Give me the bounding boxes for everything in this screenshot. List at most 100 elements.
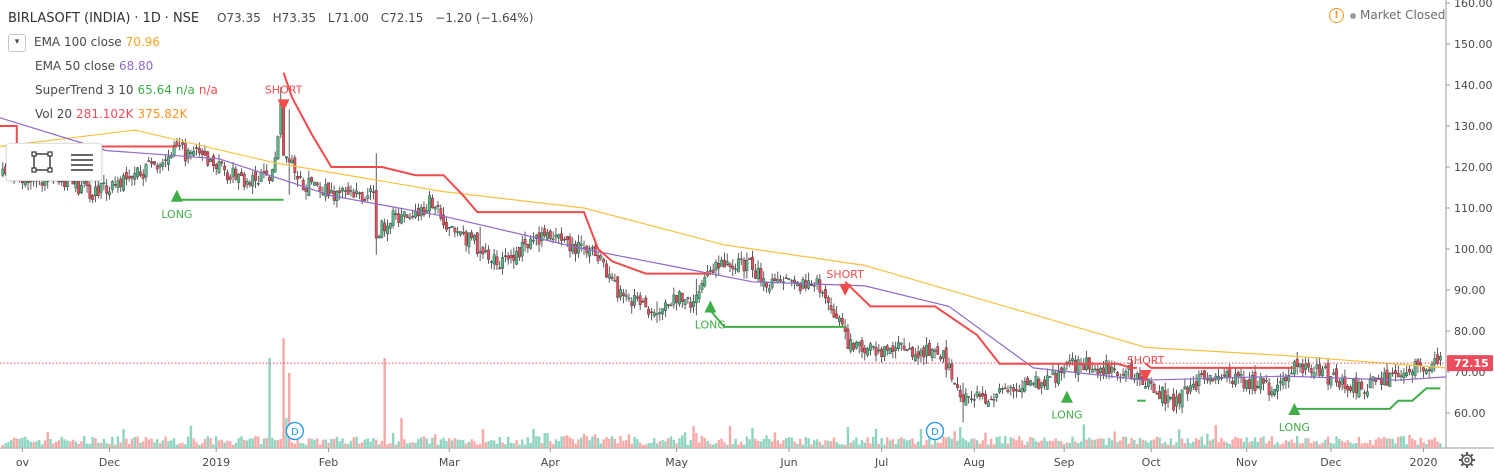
candle-body xyxy=(74,180,78,189)
legend-supertrend-row[interactable]: SuperTrend 3 10 65.64 n/a n/a xyxy=(8,78,533,102)
volume-bar xyxy=(947,436,951,448)
candle-body xyxy=(596,254,600,261)
candle-body xyxy=(141,174,145,179)
candle-body xyxy=(383,222,387,232)
collapse-icon[interactable]: ▾ xyxy=(8,33,26,52)
volume-bar xyxy=(852,440,855,448)
candle-body xyxy=(1318,364,1322,376)
volume-bar xyxy=(978,443,982,448)
candle-body xyxy=(349,190,353,192)
volume-bar xyxy=(1279,444,1282,448)
volume-bar xyxy=(1304,438,1307,448)
candle-body xyxy=(1191,383,1195,388)
volume-bar xyxy=(49,439,52,448)
volume-bar xyxy=(66,440,69,448)
candle-body xyxy=(515,250,519,265)
candle-body xyxy=(843,326,847,332)
volume-bar xyxy=(257,436,260,448)
candle-body xyxy=(1093,368,1097,371)
candle-body xyxy=(495,256,499,266)
volume-bar xyxy=(1416,444,1420,448)
volume-bar xyxy=(1231,439,1234,448)
volume-bar xyxy=(908,439,911,448)
volume-bar xyxy=(10,440,13,448)
volume-bar xyxy=(15,438,19,448)
candle-body xyxy=(127,176,131,179)
long-signal: LONG xyxy=(1279,403,1310,434)
rectangle-select-icon[interactable] xyxy=(29,149,55,175)
volume-bar xyxy=(1366,443,1369,448)
volume-bar xyxy=(630,443,633,448)
volume-bar xyxy=(1121,436,1125,448)
candle-body xyxy=(793,279,796,283)
volume-bar xyxy=(661,440,664,448)
volume-bar xyxy=(377,444,381,448)
candle-body xyxy=(661,308,665,315)
candle-body xyxy=(1141,376,1145,385)
symbol-name[interactable]: BIRLASOFT (INDIA) xyxy=(8,11,131,26)
volume-bar xyxy=(686,444,690,448)
candle-body xyxy=(1113,368,1117,371)
volume-bar xyxy=(754,438,757,448)
volume-bar xyxy=(217,440,221,448)
volume-bar xyxy=(411,442,414,448)
interval-label[interactable]: 1D xyxy=(142,11,161,26)
volume-bar xyxy=(577,439,580,448)
last-price-label: 72.15 xyxy=(1454,357,1489,370)
volume-bar xyxy=(636,438,639,448)
volume-bar xyxy=(127,444,131,448)
volume-bar xyxy=(638,442,642,448)
volume-bar xyxy=(1082,424,1085,448)
ema100-value: 70.96 xyxy=(125,35,160,49)
volume-bar xyxy=(83,436,86,448)
candle-body xyxy=(905,349,909,351)
candle-body xyxy=(487,249,490,260)
long-label: LONG xyxy=(161,208,192,221)
candle-body xyxy=(203,150,207,156)
volume-bar xyxy=(144,437,148,448)
candle-body xyxy=(1189,385,1192,392)
ema100-label: EMA 100 close xyxy=(34,35,122,49)
volume-bar xyxy=(970,438,973,448)
volume-bar xyxy=(1329,442,1333,448)
candle-body xyxy=(411,215,415,218)
candle-body xyxy=(911,347,914,358)
volume-bar xyxy=(363,439,367,448)
candle-body xyxy=(1312,372,1316,377)
volume-bar xyxy=(1287,441,1290,448)
legend-ema50-row[interactable]: EMA 50 close 68.80 xyxy=(8,54,533,78)
candle-body xyxy=(815,278,819,285)
volume-bar xyxy=(408,442,412,448)
menu-lines-icon[interactable] xyxy=(69,149,95,175)
legend-ema100-row[interactable]: ▾ EMA 100 close 70.96 xyxy=(8,30,533,54)
volume-bar xyxy=(186,436,190,448)
candle-body xyxy=(1090,369,1094,373)
candle-body xyxy=(1273,388,1277,395)
volume-bar xyxy=(872,436,875,448)
legend-volume-row[interactable]: Vol 20 281.102K 375.82K xyxy=(8,102,533,126)
volume-bar xyxy=(1276,442,1279,448)
volume-bar xyxy=(209,438,212,448)
alert-icon[interactable]: ! xyxy=(1329,8,1344,23)
volume-bar xyxy=(467,441,471,448)
candle-body xyxy=(652,312,656,317)
short-label: SHORT xyxy=(1127,354,1165,367)
gear-icon[interactable] xyxy=(1458,451,1476,469)
volume-bar xyxy=(829,441,833,448)
volume-bar xyxy=(801,444,805,448)
candle-body xyxy=(315,182,319,186)
volume-bar xyxy=(869,443,872,448)
candle-body xyxy=(1329,376,1333,386)
candle-body xyxy=(694,294,698,304)
candle-body xyxy=(1099,367,1103,374)
candle-body xyxy=(228,176,232,180)
candle-body xyxy=(459,231,462,235)
market-status[interactable]: ! Market Closed xyxy=(1329,8,1445,23)
candle-body xyxy=(624,294,628,297)
volume-bar xyxy=(268,358,271,448)
ema100-line xyxy=(0,129,1447,369)
volume-bar xyxy=(1405,444,1408,448)
candle-body xyxy=(501,257,504,269)
candle-body xyxy=(1146,378,1150,387)
